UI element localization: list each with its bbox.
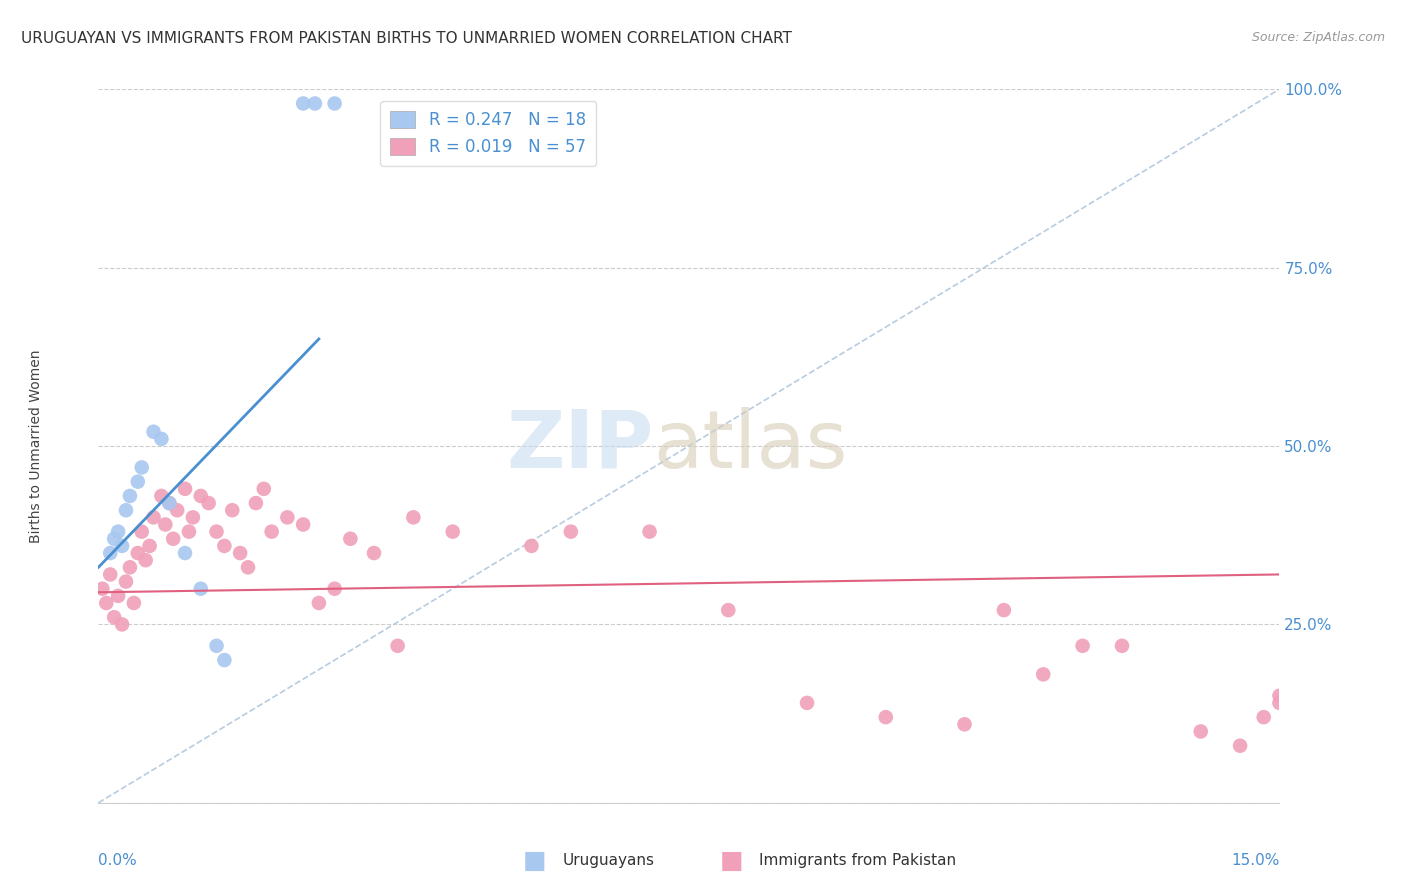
Point — [205, 524, 228, 539]
Point — [260, 524, 283, 539]
Point — [323, 582, 346, 596]
Text: ■: ■ — [523, 849, 546, 872]
Point — [155, 517, 177, 532]
Point — [118, 489, 141, 503]
Point — [304, 96, 326, 111]
Point — [1111, 639, 1133, 653]
Text: 15.0%: 15.0% — [1232, 853, 1279, 868]
Point — [1189, 724, 1212, 739]
Point — [875, 710, 897, 724]
Point — [150, 432, 173, 446]
Point — [118, 560, 141, 574]
Text: Immigrants from Pakistan: Immigrants from Pakistan — [759, 854, 956, 868]
Point — [292, 96, 315, 111]
Text: atlas: atlas — [654, 407, 848, 485]
Point — [339, 532, 361, 546]
Point — [181, 510, 204, 524]
Text: ZIP: ZIP — [506, 407, 654, 485]
Point — [717, 603, 740, 617]
Point — [221, 503, 243, 517]
Point — [115, 574, 138, 589]
Text: URUGUAYAN VS IMMIGRANTS FROM PAKISTAN BIRTHS TO UNMARRIED WOMEN CORRELATION CHAR: URUGUAYAN VS IMMIGRANTS FROM PAKISTAN BI… — [21, 31, 792, 46]
Legend: R = 0.247   N = 18, R = 0.019   N = 57: R = 0.247 N = 18, R = 0.019 N = 57 — [381, 101, 596, 166]
Point — [1253, 710, 1275, 724]
Point — [122, 596, 145, 610]
Point — [253, 482, 276, 496]
Text: ■: ■ — [720, 849, 742, 872]
Point — [127, 546, 149, 560]
Point — [111, 539, 134, 553]
Point — [441, 524, 464, 539]
Point — [245, 496, 267, 510]
Point — [953, 717, 976, 731]
Point — [98, 546, 121, 560]
Point — [98, 567, 121, 582]
Point — [107, 524, 129, 539]
Point — [1268, 689, 1291, 703]
Text: Uruguayans: Uruguayans — [562, 854, 654, 868]
Point — [150, 489, 173, 503]
Point — [174, 482, 197, 496]
Point — [276, 510, 298, 524]
Point — [1032, 667, 1054, 681]
Point — [236, 560, 259, 574]
Point — [993, 603, 1015, 617]
Point — [323, 96, 346, 111]
Point — [115, 503, 138, 517]
Point — [214, 539, 236, 553]
Point — [229, 546, 252, 560]
Text: Births to Unmarried Women: Births to Unmarried Women — [30, 350, 44, 542]
Point — [638, 524, 661, 539]
Point — [96, 596, 118, 610]
Point — [103, 610, 125, 624]
Point — [1229, 739, 1251, 753]
Point — [91, 582, 114, 596]
Point — [190, 489, 212, 503]
Point — [214, 653, 236, 667]
Point — [520, 539, 543, 553]
Point — [166, 503, 188, 517]
Point — [363, 546, 385, 560]
Point — [292, 517, 315, 532]
Point — [308, 596, 330, 610]
Point — [174, 546, 197, 560]
Point — [138, 539, 160, 553]
Point — [796, 696, 818, 710]
Point — [157, 496, 180, 510]
Point — [131, 524, 153, 539]
Point — [103, 532, 125, 546]
Point — [560, 524, 582, 539]
Point — [190, 582, 212, 596]
Point — [127, 475, 149, 489]
Point — [142, 510, 165, 524]
Text: Source: ZipAtlas.com: Source: ZipAtlas.com — [1251, 31, 1385, 45]
Point — [177, 524, 200, 539]
Text: 0.0%: 0.0% — [98, 853, 138, 868]
Point — [111, 617, 134, 632]
Point — [1071, 639, 1094, 653]
Point — [142, 425, 165, 439]
Point — [157, 496, 180, 510]
Point — [402, 510, 425, 524]
Point — [197, 496, 219, 510]
Point — [162, 532, 184, 546]
Point — [1268, 696, 1291, 710]
Point — [131, 460, 153, 475]
Point — [205, 639, 228, 653]
Point — [107, 589, 129, 603]
Point — [387, 639, 409, 653]
Point — [135, 553, 157, 567]
